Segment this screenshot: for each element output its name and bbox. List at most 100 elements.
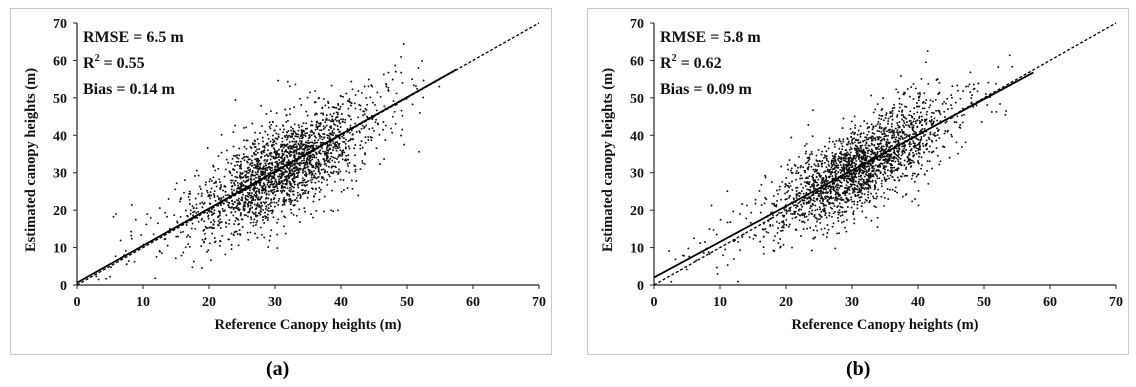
data-point	[900, 114, 903, 116]
data-point	[329, 113, 332, 116]
data-point	[842, 117, 845, 120]
data-point	[314, 128, 317, 131]
data-point	[130, 234, 133, 237]
data-point	[219, 227, 222, 229]
data-point	[861, 192, 864, 195]
data-point	[326, 134, 329, 137]
data-point	[848, 148, 851, 151]
data-point	[279, 189, 282, 192]
data-point	[248, 158, 251, 161]
data-point	[780, 165, 783, 168]
data-point	[834, 175, 837, 178]
data-point	[817, 163, 820, 165]
data-point	[264, 189, 267, 192]
data-point	[964, 141, 967, 144]
data-point	[293, 153, 296, 156]
data-point	[843, 154, 845, 157]
data-point	[837, 184, 840, 187]
data-point	[288, 113, 291, 116]
data-point	[192, 211, 195, 214]
data-point	[314, 113, 316, 116]
data-point	[338, 108, 341, 110]
data-point	[850, 185, 853, 187]
data-point	[871, 170, 874, 173]
data-point	[858, 189, 861, 192]
data-point	[840, 221, 843, 224]
data-point	[775, 220, 778, 223]
data-point	[289, 147, 292, 150]
data-point	[175, 182, 178, 185]
data-point	[272, 192, 275, 195]
data-point	[327, 165, 330, 168]
data-point	[254, 158, 257, 161]
data-point	[260, 210, 263, 213]
data-point	[384, 124, 387, 127]
x-tick-label: 0	[651, 295, 658, 310]
data-point	[825, 177, 828, 180]
data-point	[304, 210, 306, 213]
data-point	[928, 145, 931, 148]
data-point	[899, 131, 902, 133]
data-point	[340, 154, 343, 157]
data-point	[291, 164, 294, 167]
data-point	[816, 220, 818, 223]
data-point	[251, 122, 254, 125]
data-point	[249, 168, 252, 171]
data-point	[242, 183, 245, 186]
data-point	[267, 207, 270, 210]
data-point	[321, 138, 324, 141]
data-point	[185, 223, 188, 226]
data-point	[827, 191, 829, 194]
data-point	[275, 132, 278, 135]
data-point	[273, 185, 275, 188]
data-point	[354, 144, 357, 146]
data-point	[298, 151, 301, 154]
data-point	[909, 149, 912, 152]
data-point	[869, 162, 872, 165]
data-point	[342, 179, 345, 181]
data-point	[261, 204, 263, 207]
data-point	[293, 204, 296, 206]
data-point	[288, 172, 291, 175]
data-point	[818, 173, 821, 176]
data-point	[277, 218, 280, 221]
data-point	[199, 188, 202, 190]
data-point	[361, 159, 364, 162]
data-point	[822, 181, 825, 184]
data-point	[250, 159, 253, 162]
data-point	[816, 208, 819, 211]
data-point	[785, 212, 788, 215]
data-point	[883, 149, 886, 151]
data-point	[969, 71, 972, 74]
data-point	[895, 131, 898, 134]
data-point	[861, 210, 864, 213]
data-point	[253, 139, 256, 142]
y-tick-label: 60	[630, 54, 644, 69]
data-point	[300, 181, 303, 184]
data-point	[260, 207, 263, 210]
data-point	[319, 149, 322, 152]
data-point	[266, 159, 269, 161]
data-point	[311, 156, 314, 159]
data-point	[334, 144, 337, 147]
data-point	[868, 136, 871, 139]
data-point	[898, 156, 901, 159]
data-point	[944, 116, 946, 118]
data-point	[895, 168, 898, 171]
data-point	[1008, 54, 1011, 57]
data-point	[835, 196, 838, 199]
data-point	[224, 190, 227, 193]
data-point	[805, 215, 808, 218]
data-point	[251, 211, 254, 214]
data-point	[311, 178, 314, 181]
data-point	[889, 144, 892, 147]
data-point	[823, 204, 826, 207]
data-point	[880, 127, 883, 130]
data-point	[795, 172, 798, 175]
data-point	[843, 177, 846, 180]
data-point	[95, 275, 98, 278]
data-point	[805, 176, 808, 179]
data-point	[824, 195, 827, 198]
data-point	[360, 91, 363, 94]
data-point	[755, 234, 757, 237]
